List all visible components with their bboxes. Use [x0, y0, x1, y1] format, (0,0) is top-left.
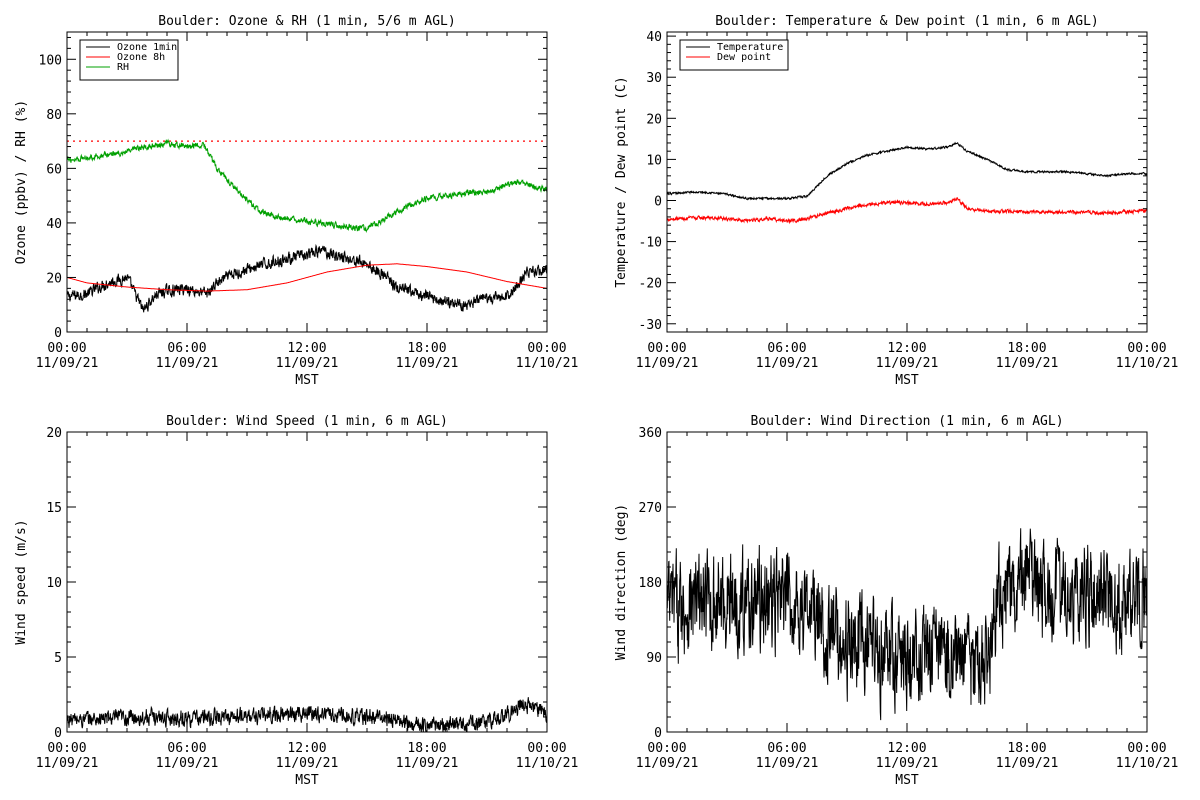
chart-title: Boulder: Wind Direction (1 min, 6 m AGL) — [750, 414, 1063, 429]
x-tick-date: 11/09/21 — [156, 356, 219, 371]
x-tick-time: 06:00 — [167, 741, 206, 756]
chart-title: Boulder: Wind Speed (1 min, 6 m AGL) — [166, 414, 448, 429]
x-tick-time: 06:00 — [767, 341, 806, 356]
series-rh — [67, 138, 547, 233]
x-tick-date: 11/09/21 — [396, 356, 459, 371]
y-tick-label: 40 — [646, 30, 662, 45]
series-line — [67, 697, 547, 732]
x-axis-label: MST — [295, 373, 319, 388]
y-tick-label: 60 — [46, 162, 62, 177]
x-tick-time: 00:00 — [47, 341, 86, 356]
x-axis-label: MST — [895, 773, 919, 788]
x-tick-date: 11/10/21 — [516, 356, 579, 371]
x-tick-date: 11/10/21 — [1116, 356, 1179, 371]
y-tick-label: 5 — [54, 651, 62, 666]
x-tick-time: 12:00 — [887, 741, 926, 756]
y-tick-label: 90 — [646, 651, 662, 666]
y-axis-label: Ozone (ppbv) / RH (%) — [14, 100, 29, 264]
series-line — [667, 528, 1147, 721]
y-tick-label: 20 — [646, 112, 662, 127]
y-axis-label: Temperature / Dew point (C) — [614, 76, 629, 287]
y-tick-label: 20 — [46, 271, 62, 286]
legend-entry: RH — [117, 62, 129, 73]
x-tick-time: 12:00 — [287, 741, 326, 756]
x-tick-date: 11/09/21 — [996, 756, 1059, 771]
x-tick-date: 11/09/21 — [396, 756, 459, 771]
x-axis-label: MST — [295, 773, 319, 788]
x-tick-time: 00:00 — [647, 341, 686, 356]
x-tick-time: 00:00 — [527, 341, 566, 356]
y-tick-label: 0 — [654, 194, 662, 209]
x-tick-time: 06:00 — [167, 341, 206, 356]
legend-entry: Ozone 1min — [117, 42, 177, 53]
plot-frame — [666, 31, 1148, 333]
x-tick-date: 11/09/21 — [156, 756, 219, 771]
x-tick-time: 06:00 — [767, 741, 806, 756]
series-temperature — [667, 141, 1147, 201]
wind-direction-panel: Boulder: Wind Direction (1 min, 6 m AGL)… — [614, 414, 1178, 788]
y-tick-label: 30 — [646, 71, 662, 86]
x-tick-time: 12:00 — [287, 341, 326, 356]
y-tick-label: 0 — [54, 726, 62, 741]
x-tick-date: 11/09/21 — [876, 756, 939, 771]
x-tick-time: 00:00 — [1127, 741, 1166, 756]
y-axis-label: Wind direction (deg) — [614, 504, 629, 661]
y-tick-label: 80 — [46, 108, 62, 123]
y-tick-label: 15 — [46, 501, 62, 516]
x-tick-time: 18:00 — [407, 341, 446, 356]
series-ozone-1min — [67, 243, 547, 313]
x-tick-date: 11/09/21 — [756, 756, 819, 771]
x-tick-time: 18:00 — [1007, 341, 1046, 356]
y-tick-label: -10 — [639, 236, 662, 251]
x-tick-date: 11/10/21 — [1116, 756, 1179, 771]
x-tick-date: 11/09/21 — [876, 356, 939, 371]
y-tick-label: -30 — [639, 318, 662, 333]
x-tick-date: 11/09/21 — [996, 356, 1059, 371]
legend-entry: Dew point — [717, 52, 771, 63]
x-tick-time: 00:00 — [527, 741, 566, 756]
x-tick-time: 00:00 — [1127, 341, 1166, 356]
chart-title: Boulder: Ozone & RH (1 min, 5/6 m AGL) — [158, 14, 455, 29]
y-axis-label: Wind speed (m/s) — [14, 519, 29, 644]
ozone-rh-panel: Boulder: Ozone & RH (1 min, 5/6 m AGL) Oz… — [14, 14, 578, 388]
x-tick-date: 11/09/21 — [636, 756, 699, 771]
x-tick-time: 00:00 — [647, 741, 686, 756]
legend-box — [679, 39, 789, 71]
y-tick-label: -20 — [639, 277, 662, 292]
y-tick-label: 270 — [639, 501, 662, 516]
y-tick-label: 360 — [639, 426, 662, 441]
x-axis-label: MST — [895, 373, 919, 388]
x-tick-date: 11/10/21 — [516, 756, 579, 771]
series-dew-point — [667, 197, 1147, 225]
x-tick-date: 11/09/21 — [276, 356, 339, 371]
temperature-dewpoint-panel: Boulder: Temperature & Dew point (1 min,… — [614, 14, 1178, 388]
x-tick-time: 00:00 — [47, 741, 86, 756]
y-tick-label: 10 — [46, 576, 62, 591]
x-tick-time: 18:00 — [407, 741, 446, 756]
x-tick-date: 11/09/21 — [756, 356, 819, 371]
y-tick-label: 10 — [646, 153, 662, 168]
legend-entry: Temperature — [717, 42, 783, 53]
x-tick-date: 11/09/21 — [36, 356, 99, 371]
x-tick-date: 11/09/21 — [276, 756, 339, 771]
y-tick-label: 0 — [54, 326, 62, 341]
plot-frame — [66, 431, 548, 733]
wind-speed-panel: Boulder: Wind Speed (1 min, 6 m AGL) Wind… — [14, 414, 578, 788]
y-tick-label: 0 — [654, 726, 662, 741]
x-tick-time: 12:00 — [887, 341, 926, 356]
x-tick-date: 11/09/21 — [36, 756, 99, 771]
y-tick-label: 180 — [639, 576, 662, 591]
x-tick-time: 18:00 — [1007, 741, 1046, 756]
x-tick-date: 11/09/21 — [636, 356, 699, 371]
series-ozone-8h — [67, 263, 547, 292]
y-tick-label: 20 — [46, 426, 62, 441]
y-tick-label: 100 — [39, 53, 62, 68]
y-tick-label: 40 — [46, 217, 62, 232]
legend-entry: Ozone 8h — [117, 52, 165, 63]
chart-title: Boulder: Temperature & Dew point (1 min,… — [715, 14, 1099, 29]
